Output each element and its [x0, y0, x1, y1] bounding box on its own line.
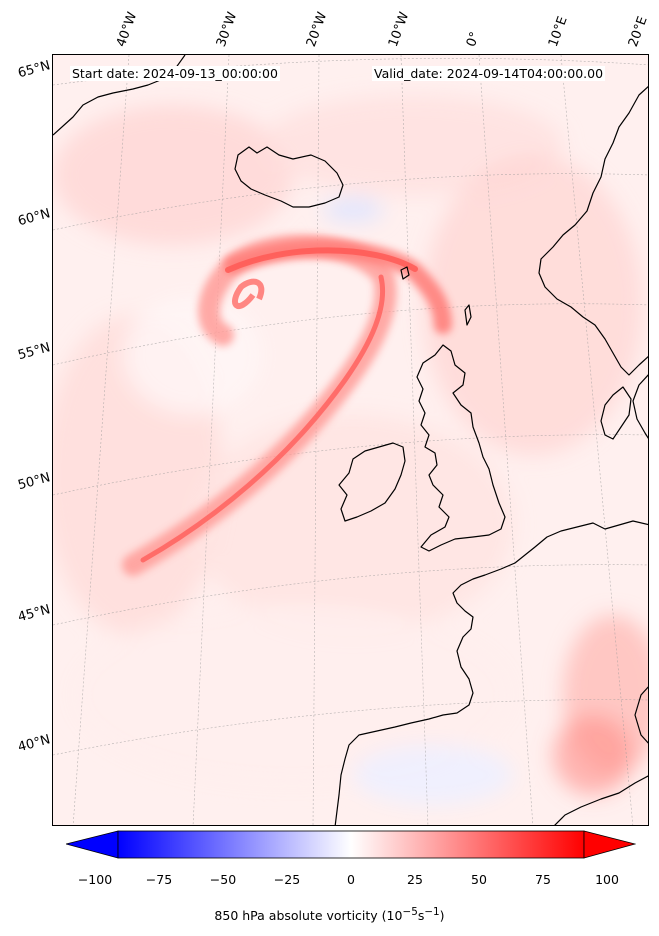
lon-label-0: 0°: [463, 29, 484, 49]
colorbar-tick-50: 50: [471, 872, 487, 887]
valid-date-label: Valid_date: 2024-09-14T04:00:00.00: [372, 66, 606, 81]
lat-label-60n: 60°N: [16, 206, 52, 230]
lon-label-30w: 30°W: [213, 10, 241, 49]
colorbar-tick-neg100: −100: [77, 872, 113, 887]
coastline-ireland: [338, 442, 406, 522]
coastline-africa: [554, 775, 648, 825]
lon-label-20w: 20°W: [303, 10, 331, 49]
lon-label-20e: 20°E: [625, 14, 651, 50]
colorbar-tick-0: 0: [347, 872, 355, 887]
colorbar-label: 850 hPa absolute vorticity (10−5s−1): [214, 906, 445, 924]
coastline-shetland: [464, 304, 472, 326]
coastline-faroe: [400, 266, 410, 280]
colorbar-tick-neg50: −50: [209, 872, 237, 887]
coastline-europe: [334, 86, 648, 825]
coastline-great-britain: [416, 344, 506, 552]
colorbar-extend-low: [66, 830, 119, 859]
colorbar-tick-25: 25: [407, 872, 423, 887]
vorticity-band: [122, 234, 452, 576]
vorticity-field-background: [53, 95, 648, 805]
coastline-italy: [634, 686, 648, 744]
map-panel: [52, 54, 649, 826]
colorbar-tick-neg25: −25: [273, 872, 301, 887]
graticule: [53, 55, 648, 825]
lat-label-65n: 65°N: [16, 58, 52, 82]
colorbar-tick-100: 100: [595, 872, 619, 887]
colorbar-extend-high: [583, 830, 636, 859]
lon-label-40w: 40°W: [113, 10, 141, 49]
lon-label-10w: 10°W: [385, 10, 413, 49]
lat-label-50n: 50°N: [16, 470, 52, 494]
coastline-denmark: [600, 386, 632, 440]
colorbar-gradient: [117, 830, 585, 859]
vorticity-map: [53, 55, 648, 825]
lon-label-10e: 10°E: [545, 14, 571, 50]
coastline-iceland: [234, 146, 344, 208]
lat-label-45n: 45°N: [16, 602, 52, 626]
lat-label-40n: 40°N: [16, 732, 52, 756]
lat-label-55n: 55°N: [16, 340, 52, 364]
coastline-sweden: [632, 374, 648, 439]
coastlines: [53, 55, 648, 825]
colorbar-tick-75: 75: [535, 872, 551, 887]
start-date-label: Start date: 2024-09-13_00:00:00: [70, 66, 280, 81]
colorbar: [66, 830, 636, 859]
colorbar-tick-neg75: −75: [145, 872, 173, 887]
